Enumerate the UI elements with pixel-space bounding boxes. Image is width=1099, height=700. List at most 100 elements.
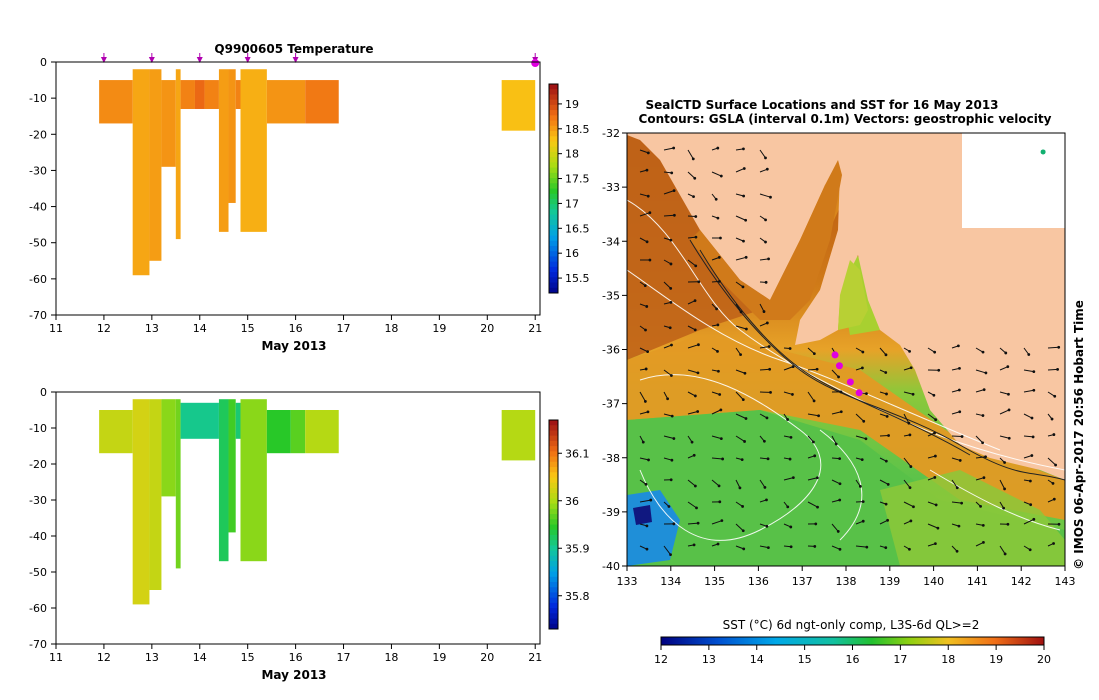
velocity-arrow — [999, 435, 1010, 439]
velocity-arrow — [735, 256, 747, 261]
velocity-arrow-head — [717, 369, 720, 373]
velocity-arrow — [687, 411, 698, 415]
velocity-arrow-head — [741, 398, 745, 402]
velocity-arrow-head — [767, 345, 771, 348]
sst-colorbar — [660, 636, 1045, 646]
velocity-arrow-head — [886, 518, 889, 522]
profile-marker — [196, 57, 203, 63]
salinity-section-colorbar-segment — [549, 420, 558, 426]
velocity-arrow-head — [1052, 497, 1056, 501]
velocity-arrow-head — [839, 390, 843, 394]
temperature-section-x-tick-label: 18 — [384, 322, 398, 335]
velocity-arrow-head — [1050, 417, 1054, 421]
temperature-section-y-tick-label: -60 — [29, 273, 47, 286]
seal-location-marker — [855, 389, 863, 397]
velocity-arrow — [639, 212, 651, 217]
temperature-section-colorbar-segment — [549, 204, 558, 210]
map-subtitle: Contours: GSLA (interval 0.1m) Vectors: … — [639, 112, 1052, 126]
velocity-arrow-head — [738, 486, 742, 490]
temperature-section-x-tick-label: 12 — [97, 322, 111, 335]
profile-marker — [100, 57, 107, 63]
temperature-section-colorbar-segment — [549, 240, 558, 247]
st-vincent-gulf-water — [838, 260, 868, 330]
salinity-section-colorbar-segment — [549, 561, 558, 567]
velocity-arrow — [687, 501, 697, 509]
velocity-arrow — [711, 457, 723, 460]
velocity-arrow-head — [960, 435, 964, 438]
velocity-arrow-head — [887, 434, 890, 437]
temperature-section-colorbar-segment — [549, 99, 558, 106]
velocity-arrow-head — [741, 285, 745, 289]
velocity-arrow-head — [690, 440, 694, 444]
profile-markers — [100, 53, 540, 67]
copyright-side-label: © IMOS 06-Apr-2017 20:56 Hobart Time — [1072, 300, 1086, 570]
velocity-arrow-head — [865, 545, 869, 549]
temperature-chart-title: Q9900605 Temperature — [214, 42, 373, 56]
velocity-arrow-head — [816, 505, 819, 509]
velocity-arrow-head — [885, 392, 888, 396]
velocity-arrow — [783, 477, 794, 481]
velocity-arrow-head — [765, 167, 769, 171]
salinity-section-colorbar-segment — [549, 467, 558, 473]
velocity-arrow — [1023, 518, 1035, 525]
velocity-arrow — [879, 479, 889, 485]
velocity-arrow-head — [769, 195, 772, 199]
velocity-arrow — [855, 435, 867, 440]
velocity-arrow — [999, 391, 1009, 395]
temperature-section-cell-8 — [218, 69, 229, 232]
velocity-arrow — [735, 303, 742, 313]
map-x-tick-label: 135 — [704, 575, 725, 588]
velocity-arrow-head — [839, 410, 843, 414]
salinity-section-colorbar-tick-label: 35.8 — [565, 590, 590, 603]
velocity-arrow — [807, 368, 818, 371]
seal-location-marker — [835, 362, 843, 370]
velocity-arrow-head — [957, 524, 961, 528]
velocity-arrow-head — [981, 523, 985, 527]
velocity-arrow — [975, 456, 986, 459]
velocity-arrow-head — [1028, 548, 1032, 552]
velocity-arrow — [687, 479, 696, 487]
velocity-arrow-head — [742, 167, 746, 170]
salinity-section-colorbar-segment — [549, 581, 558, 588]
salinity-section-y-tick-label: -30 — [29, 494, 47, 507]
velocity-arrow-head — [861, 500, 865, 504]
temperature-section-colorbar-segment — [549, 282, 558, 289]
salinity-y-ticks: 0 -10 -20 -30 -40 -50 -60 -70 — [29, 386, 56, 651]
temperature-y-ticks: 0 -10 -20 -30 -40 -50 -60 -70 — [29, 56, 56, 322]
temperature-section-colorbar-segment — [549, 251, 558, 257]
velocity-arrow-head — [648, 211, 652, 215]
velocity-arrow-head — [669, 553, 672, 557]
velocity-arrow — [783, 391, 793, 395]
coastal-contours — [689, 239, 1065, 481]
salinity-section-x-tick-label: 17 — [337, 651, 351, 664]
temperature-section-colorbar-segment — [549, 178, 558, 184]
temperature-section-x-tick-label: 21 — [528, 322, 542, 335]
velocity-arrow-head — [886, 482, 890, 486]
velocity-arrow-head — [812, 399, 816, 403]
temperature-section-x-tick-label: 11 — [49, 322, 63, 335]
velocity-arrow-head — [768, 367, 772, 371]
velocity-arrow-head — [693, 299, 697, 303]
map-y-tick-label: -34 — [602, 235, 620, 248]
salinity-section-colorbar-segment — [549, 529, 558, 536]
velocity-arrow-head — [693, 328, 697, 332]
velocity-arrow-head — [786, 418, 789, 421]
temperature-section-y-tick-label: -10 — [29, 92, 47, 105]
temperature-section-cell-9 — [228, 69, 236, 203]
temperature-section-x-tick-label: 14 — [193, 322, 207, 335]
salinity-section-cell-6 — [218, 399, 229, 562]
map-x-tick-label: 137 — [792, 575, 813, 588]
velocity-arrow-head — [715, 307, 718, 311]
velocity-arrow-head — [669, 300, 673, 304]
velocity-arrow — [639, 347, 648, 353]
velocity-arrow-head — [838, 457, 842, 461]
velocity-arrow-head — [884, 371, 888, 374]
velocity-arrow-head — [645, 240, 649, 244]
velocity-arrow-head — [909, 519, 913, 523]
temperature-section-cell-4 — [175, 69, 181, 240]
velocity-arrow-head — [742, 239, 745, 243]
salinity-section-colorbar-segment — [549, 482, 558, 489]
velocity-arrow — [687, 344, 699, 349]
temperature-section-y-tick-label: 0 — [40, 56, 47, 69]
velocity-arrow-head — [719, 236, 722, 240]
